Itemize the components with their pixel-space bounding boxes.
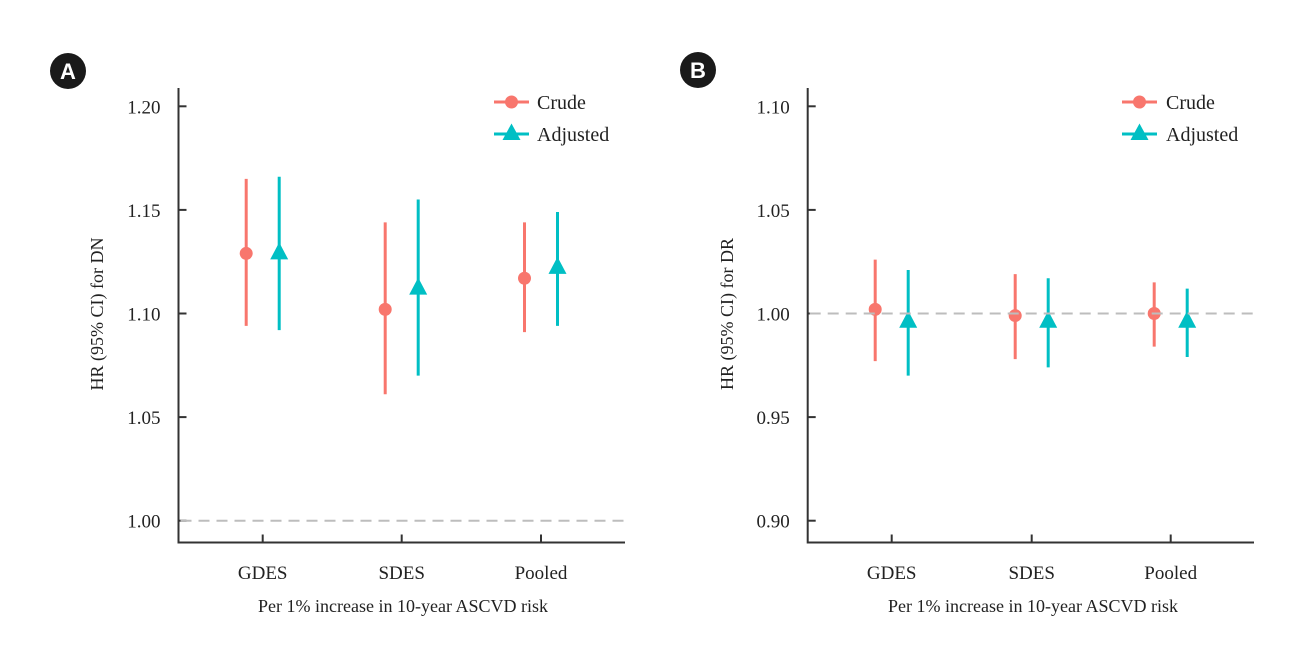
panel-b-y-ticks: 0.90 0.95 1.00 1.05 1.10 xyxy=(756,97,816,533)
legend-crude-label: Crude xyxy=(537,92,586,114)
panel-a: A HR (95% CI) for DN Per 1% increase in … xyxy=(50,53,625,616)
panel-b-x-axis-title: Per 1% increase in 10-year ASCVD risk xyxy=(888,596,1178,616)
panel-a-crude-point-pooled xyxy=(518,271,531,285)
panel-b-badge-label: B xyxy=(690,58,706,83)
panel-a-y-tick-label: 1.05 xyxy=(127,408,160,429)
panel-a-adjusted-point-gdes xyxy=(270,242,289,260)
panel-b-y-tick-label: 1.10 xyxy=(756,97,789,118)
panel-b-badge xyxy=(680,52,716,88)
panel-a-y-axis-title: HR (95% CI) for DN xyxy=(87,238,108,391)
panel-b-y-tick-label: 1.05 xyxy=(756,201,789,222)
panel-a-legend: Crude Adjusted xyxy=(494,92,609,146)
panel-a-crude-point-sdes xyxy=(378,302,392,316)
panel-b-adjusted-point-gdes xyxy=(899,310,918,328)
legend-crude-circle-icon xyxy=(505,95,518,109)
panel-b-y-axis-title: HR (95% CI) for DR xyxy=(717,238,738,390)
panel-a-y-tick-label: 1.15 xyxy=(127,201,160,222)
panel-b-adjusted-point-sdes xyxy=(1039,310,1058,328)
panel-b-crude-point-sdes xyxy=(1008,309,1022,323)
panel-b-y-tick-label: 0.90 xyxy=(756,512,789,533)
legend-adjusted-triangle-icon xyxy=(1130,123,1149,140)
panel-a-x-tick-label: Pooled xyxy=(515,563,568,584)
legend-adjusted-label: Adjusted xyxy=(1166,124,1238,146)
panel-a-y-tick-label: 1.10 xyxy=(127,305,160,326)
panel-a-y-tick-label: 1.20 xyxy=(127,97,160,118)
panel-a-x-tick-label: GDES xyxy=(238,563,288,584)
legend-item-crude: Crude xyxy=(494,92,586,114)
legend-crude-circle-icon xyxy=(1133,95,1146,109)
panel-b-x-ticks: GDES SDES Pooled xyxy=(867,534,1198,584)
panel-a-crude-point-gdes xyxy=(239,246,253,260)
panel-b-y-tick-label: 0.95 xyxy=(756,408,789,429)
panel-b-x-tick-label: GDES xyxy=(867,563,917,584)
panel-b-x-tick-label: SDES xyxy=(1008,563,1054,584)
panel-a-adjusted-point-pooled xyxy=(548,256,567,274)
panel-b-y-tick-label: 1.00 xyxy=(756,305,789,326)
legend-adjusted-label: Adjusted xyxy=(537,124,609,146)
panel-a-marks xyxy=(239,176,567,395)
panel-b-adjusted-point-pooled xyxy=(1178,310,1197,328)
panel-a-x-axis-title: Per 1% increase in 10-year ASCVD risk xyxy=(258,596,548,616)
panel-a-adjusted-point-sdes xyxy=(409,277,428,295)
legend-item-crude: Crude xyxy=(1122,92,1215,114)
panel-a-axes xyxy=(177,88,625,544)
panel-a-y-tick-label: 1.00 xyxy=(127,512,160,533)
panel-b-marks xyxy=(868,259,1197,376)
panel-b: B HR (95% CI) for DR Per 1% increase in … xyxy=(680,52,1254,616)
panel-a-y-ticks: 1.00 1.05 1.10 1.15 1.20 xyxy=(127,97,187,533)
legend-item-adjusted: Adjusted xyxy=(494,123,609,146)
legend-crude-label: Crude xyxy=(1166,92,1215,114)
panel-b-axes xyxy=(806,88,1254,544)
panel-a-badge-label: A xyxy=(60,59,76,84)
panel-a-x-ticks: GDES SDES Pooled xyxy=(238,534,568,584)
panel-a-x-tick-label: SDES xyxy=(378,563,424,584)
panel-b-legend: Crude Adjusted xyxy=(1122,92,1238,146)
panel-a-badge xyxy=(50,53,86,89)
panel-b-x-tick-label: Pooled xyxy=(1144,563,1197,584)
legend-adjusted-triangle-icon xyxy=(502,123,521,140)
legend-item-adjusted: Adjusted xyxy=(1122,123,1238,146)
